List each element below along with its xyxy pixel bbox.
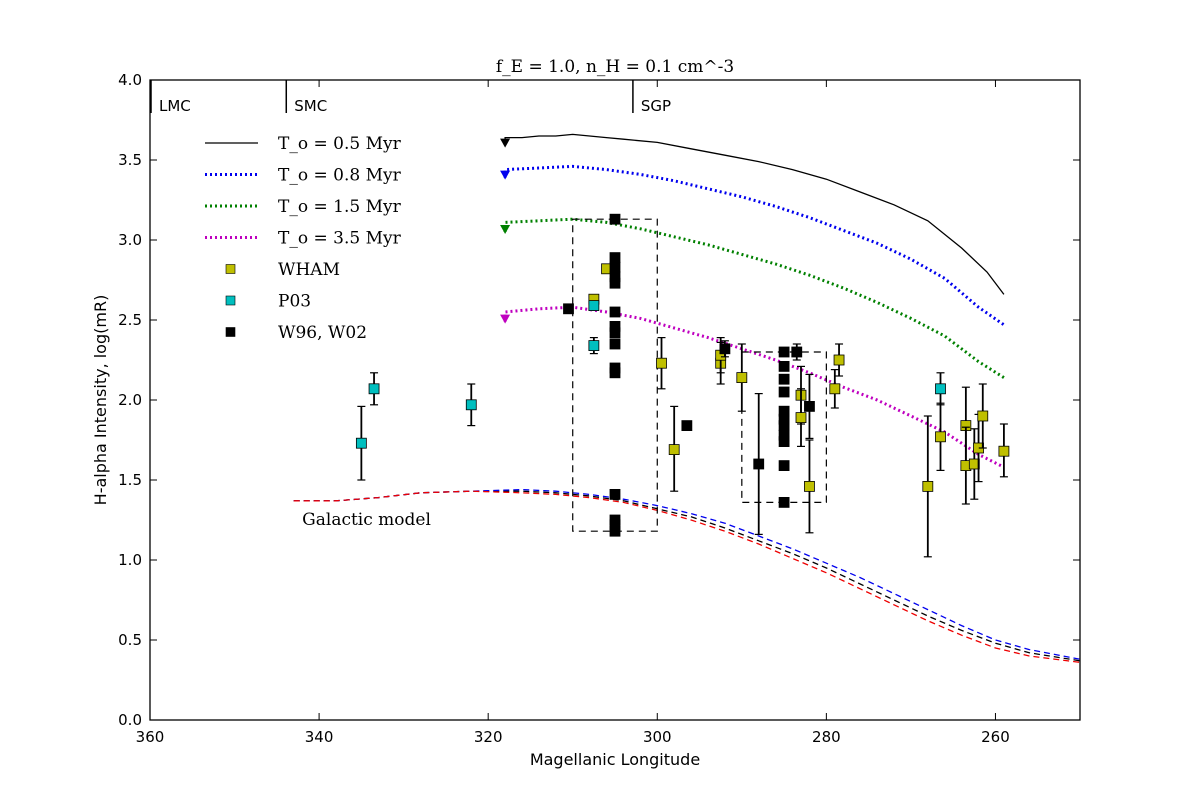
p03-point: [355, 437, 367, 449]
wham-point: [656, 357, 667, 369]
legend-wham-swatch: [225, 264, 236, 274]
w96-w02-point: [753, 458, 765, 470]
wham-point: [736, 372, 748, 384]
p03-point: [588, 300, 600, 312]
legend-w96-w02-swatch: [225, 327, 236, 337]
wham-point: [804, 480, 815, 492]
marker-label-lmc: LMC: [159, 97, 191, 115]
x-tick-label: 340: [305, 728, 334, 746]
p03-point: [588, 340, 600, 352]
w96-w02-point: [778, 460, 790, 472]
data-points: [355, 213, 1010, 558]
y-tick-label: 3.0: [118, 231, 142, 249]
wham-point: [833, 354, 845, 366]
y-tick-label: 1.5: [118, 471, 142, 489]
axes: 360 340 320 300 280 260 0.0 0.5 1.0 1.5 2.0 2.5 3.0 3…: [118, 71, 1081, 746]
model-arrow-1: [500, 138, 511, 148]
w96-w02-point: [719, 343, 731, 355]
legend-p03-swatch: [225, 295, 236, 306]
w96-w02-point: [778, 420, 790, 432]
w96-w02-point: [609, 327, 621, 339]
legend-t-o-0-5-myr-label: T_o = 0.5 Myr: [278, 134, 402, 154]
w96-w02-point: [609, 338, 621, 350]
y-tick-label: 0.0: [118, 711, 142, 729]
x-tick-label: 300: [643, 728, 672, 746]
wham-point: [998, 445, 1010, 457]
x-tick-label: 280: [812, 728, 841, 746]
w96-w02-point: [609, 252, 621, 264]
w96-w02-point: [778, 346, 790, 358]
marker-label-sgp: SGP: [641, 97, 671, 115]
y-axis-label: H-alpha Intensity, log(mR): [91, 295, 110, 506]
y-tick-label: 2.0: [118, 391, 142, 409]
w96-w02-point: [778, 496, 790, 508]
model-arrow-4: [500, 314, 511, 324]
wham-point: [795, 412, 807, 424]
y-tick-label: 4.0: [118, 71, 142, 89]
w96-w02-point: [681, 420, 693, 432]
w96-w02-point: [778, 360, 790, 372]
w96-w02-point: [609, 261, 621, 273]
w96-w02-point: [609, 213, 621, 225]
w96-w02-point: [778, 373, 790, 385]
model-curve-2: [503, 164, 1005, 327]
model-curve-7: [293, 490, 1081, 664]
x-tick-label: 260: [981, 728, 1010, 746]
p03-point: [935, 383, 946, 395]
w96-w02-point: [804, 400, 815, 412]
x-axis-label: Magellanic Longitude: [530, 750, 700, 769]
model-curve-1: [504, 133, 1005, 295]
wham-point: [829, 383, 841, 395]
legend-w96-w02-label: W96, W02: [278, 323, 367, 343]
w96-w02-point: [609, 525, 621, 537]
legend-t-o-3-5-myr-label: T_o = 3.5 Myr: [278, 229, 402, 249]
y-tick-label: 3.5: [118, 151, 142, 169]
legend-t-o-1-5-myr-label: T_o = 1.5 Myr: [278, 197, 402, 217]
x-tick-label: 360: [136, 728, 165, 746]
w96-w02-point: [609, 367, 621, 379]
marker-label-smc: SMC: [294, 97, 327, 115]
wham-point: [668, 444, 680, 456]
x-tick-label: 320: [474, 728, 503, 746]
model-arrow-2: [500, 170, 511, 180]
object-markers: LMC SMC SGP: [150, 80, 671, 115]
wham-point: [935, 431, 946, 443]
chart-title: f_E = 1.0, n_H = 0.1 cm^-3: [496, 57, 734, 77]
y-tick-label: 1.0: [118, 551, 142, 569]
galactic-model-annotation: Galactic model: [302, 510, 431, 530]
p03-point: [465, 399, 477, 411]
wham-point: [922, 480, 934, 492]
legend: T_o = 0.5 Myr T_o = 0.8 Myr T_o = 1.5 Myr T…: [205, 134, 402, 343]
legend-t-o-0-8-myr-label: T_o = 0.8 Myr: [278, 166, 402, 186]
p03-point: [368, 383, 380, 395]
w96-w02-point: [778, 386, 790, 398]
model-curves: [293, 133, 1081, 664]
w96-w02-point: [609, 488, 621, 500]
model-curve-4: [503, 305, 1005, 469]
w96-w02-point: [778, 436, 790, 448]
wham-point: [977, 410, 989, 422]
w96-w02-point: [609, 277, 621, 289]
model-curve-3: [503, 217, 1005, 379]
y-tick-label: 2.5: [118, 311, 142, 329]
legend-p03-label: P03: [278, 292, 311, 312]
w96-w02-point: [791, 346, 803, 358]
w96-w02-point: [609, 306, 621, 318]
y-tick-label: 0.5: [118, 631, 142, 649]
model-arrow-3: [500, 225, 511, 234]
w96-w02-point: [563, 303, 574, 315]
legend-wham-label: WHAM: [278, 260, 340, 280]
